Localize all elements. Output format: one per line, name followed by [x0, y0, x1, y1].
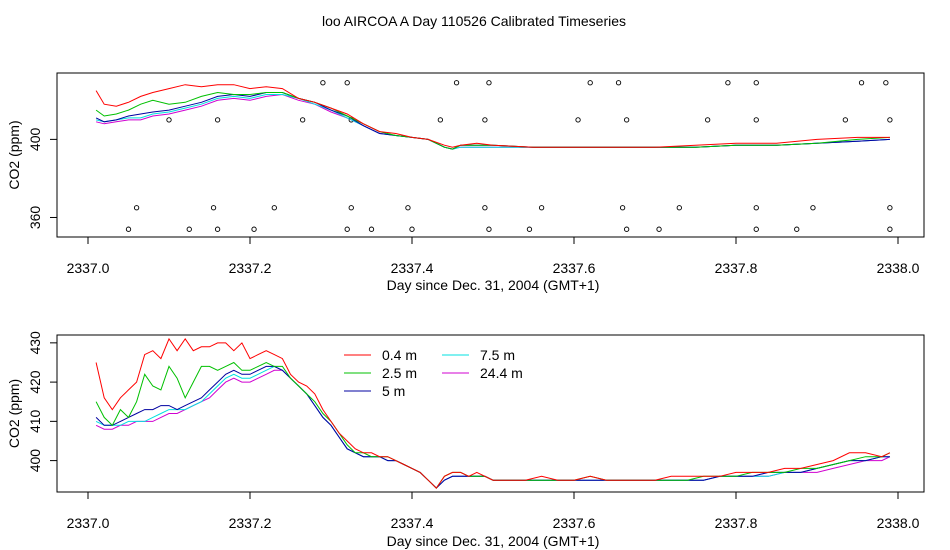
x-tick-label: 2338.0 [877, 515, 920, 531]
flag-marker [575, 117, 581, 123]
flag-marker [368, 226, 375, 232]
flag-marker [705, 117, 711, 123]
flag-marker [251, 226, 257, 232]
flag-marker [210, 205, 217, 211]
flag-marker [624, 226, 630, 232]
flag-marker [615, 80, 622, 86]
flag-marker [125, 226, 132, 232]
flag-marker [320, 80, 326, 86]
x-tick-label: 2337.6 [553, 515, 596, 531]
flag-marker [482, 205, 488, 211]
series-line-5m [95, 365, 890, 489]
flag-marker [887, 205, 893, 211]
legend-label: 0.4 m [382, 347, 417, 363]
flag-marker [348, 205, 354, 211]
flag-marker [887, 117, 893, 123]
flag-marker [842, 117, 848, 123]
flag-marker [437, 117, 443, 123]
flag-marker [725, 80, 731, 86]
flag-marker [887, 226, 893, 232]
y-tick-label: 420 [27, 370, 43, 394]
flag-marker [883, 80, 889, 86]
flag-marker [656, 226, 662, 232]
flag-marker [344, 226, 350, 232]
flag-marker [587, 80, 593, 86]
x-tick-label: 2337.8 [715, 515, 758, 531]
x-tick-label: 2337.4 [391, 260, 434, 276]
series-line-244m [95, 93, 890, 150]
legend-label: 5 m [382, 383, 405, 399]
legend-label: 7.5 m [480, 347, 515, 363]
flag-marker [538, 205, 545, 211]
flag-marker [753, 80, 759, 86]
top-panel: 2337.0 2337.2 2337.4 2337.6 2337.8 2338.0 360 4… [6, 72, 925, 293]
y-axis-label: CO2 (ppm) [6, 120, 22, 189]
series-line-04m [95, 337, 891, 489]
flag-marker [810, 205, 816, 211]
flag-marker [409, 226, 415, 232]
x-axis-label: Day since Dec. 31, 2004 (GMT+1) [387, 277, 600, 293]
series-line-04m [95, 84, 890, 148]
flag-marker [753, 205, 759, 211]
figure-title: loo AIRCOA A Day 110526 Calibrated Times… [322, 13, 626, 29]
flag-marker [405, 205, 411, 211]
x-axis-label: Day since Dec. 31, 2004 (GMT+1) [387, 533, 600, 549]
x-tick-label: 2337.2 [229, 515, 272, 531]
flag-marker [453, 80, 460, 86]
flag-marker [486, 226, 492, 232]
x-tick-label: 2337.0 [67, 260, 110, 276]
flag-marker [482, 117, 488, 123]
flag-marker [186, 226, 192, 232]
series-line-25m [95, 361, 891, 489]
flag-marker [214, 117, 221, 123]
flag-marker [214, 226, 221, 232]
y-tick-label: 400 [27, 127, 43, 151]
x-tick-label: 2338.0 [877, 260, 920, 276]
series-line-75m [95, 94, 890, 150]
flag-marker [486, 80, 492, 86]
y-tick-label: 430 [27, 331, 43, 355]
flag-marker [753, 117, 759, 123]
x-tick-label: 2337.8 [715, 260, 758, 276]
legend-label: 24.4 m [480, 365, 523, 381]
x-tick-label: 2337.2 [229, 260, 272, 276]
x-tick-label: 2337.0 [67, 515, 110, 531]
plot-frame [56, 334, 925, 493]
flag-marker [858, 80, 865, 86]
y-tick-label: 410 [27, 409, 43, 433]
flag-marker [133, 205, 140, 211]
x-tick-label: 2337.4 [391, 515, 434, 531]
flag-marker [753, 226, 759, 232]
bottom-panel: 2337.0 2337.2 2337.4 2337.6 2337.8 2338.0 400 4… [6, 331, 925, 549]
flag-marker [526, 226, 533, 232]
flag-marker [166, 117, 172, 123]
flag-marker [344, 80, 350, 86]
flag-marker [299, 117, 306, 123]
x-tick-label: 2337.6 [553, 260, 596, 276]
y-tick-label: 360 [27, 206, 43, 230]
y-tick-label: 400 [27, 449, 43, 473]
flag-marker [619, 205, 626, 211]
flag-marker [676, 205, 682, 211]
flag-marker [624, 117, 630, 123]
flag-marker [794, 226, 800, 232]
flag-marker [271, 205, 277, 211]
legend-label: 2.5 m [382, 365, 417, 381]
plot-frame [56, 72, 925, 238]
y-axis-label: CO2 (ppm) [6, 379, 22, 448]
